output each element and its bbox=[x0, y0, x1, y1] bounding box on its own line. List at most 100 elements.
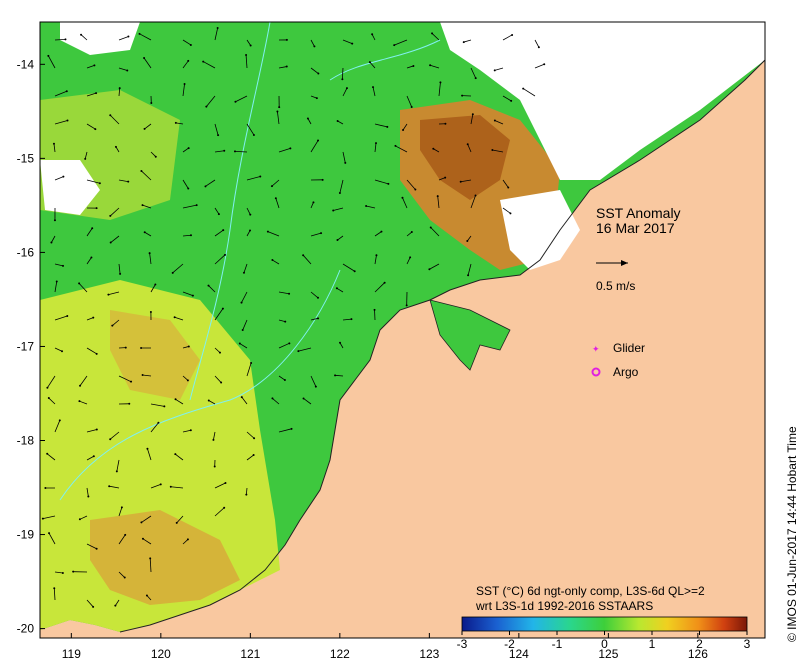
current-vector bbox=[54, 281, 58, 293]
current-vector-head bbox=[109, 114, 112, 117]
y-tick-label: -15 bbox=[17, 151, 35, 165]
current-vector bbox=[433, 148, 440, 153]
glider-icon: ✦ bbox=[592, 344, 600, 354]
current-vector bbox=[139, 33, 152, 41]
current-vector bbox=[144, 231, 152, 237]
current-vector-head bbox=[213, 465, 216, 468]
current-vector-head bbox=[207, 284, 210, 287]
current-vector-head bbox=[127, 35, 130, 38]
current-vector-head bbox=[429, 64, 432, 67]
current-vector-head bbox=[278, 106, 281, 109]
current-vector-head bbox=[189, 43, 192, 46]
current-vector-head bbox=[58, 419, 61, 422]
current-vector bbox=[47, 55, 56, 69]
current-vector bbox=[467, 263, 472, 276]
current-vector-head bbox=[217, 213, 220, 216]
current-vector-head bbox=[205, 105, 208, 108]
current-vector bbox=[467, 144, 472, 153]
current-vector bbox=[141, 515, 152, 523]
current-vector-head bbox=[64, 38, 67, 41]
current-vector bbox=[150, 151, 157, 157]
current-vector-head bbox=[91, 227, 94, 230]
current-vector bbox=[406, 231, 413, 237]
current-vector-head bbox=[124, 346, 127, 349]
current-vector-head bbox=[288, 292, 291, 295]
current-vector-head bbox=[338, 191, 341, 194]
x-tick-label: 123 bbox=[419, 647, 439, 661]
current-vector bbox=[310, 95, 317, 99]
colorbar: SST (°C) 6d ngt-only comp, L3S-6d QL>=2 … bbox=[457, 584, 751, 651]
current-vector bbox=[147, 448, 152, 461]
current-vector bbox=[47, 375, 56, 388]
plot-frame bbox=[39, 21, 766, 639]
current-vector-head bbox=[439, 81, 442, 84]
colorbar-tick-label: 2 bbox=[696, 637, 703, 651]
current-vector-head bbox=[95, 352, 98, 355]
current-vector-head bbox=[249, 229, 252, 232]
current-vector-head bbox=[289, 147, 292, 150]
map-date: 16 Mar 2017 bbox=[596, 220, 675, 236]
current-vector bbox=[79, 515, 88, 520]
current-vector-head bbox=[405, 304, 408, 307]
colorbar-caption-line1: SST (°C) 6d ngt-only comp, L3S-6d QL>=2 bbox=[476, 584, 705, 598]
current-vector bbox=[54, 120, 68, 125]
current-vector-head bbox=[314, 385, 317, 388]
current-vector-head bbox=[143, 127, 146, 130]
current-vector-head bbox=[169, 485, 172, 488]
current-vector-head bbox=[332, 209, 335, 212]
current-vector-head bbox=[345, 87, 348, 90]
current-vector bbox=[333, 207, 344, 211]
current-vector bbox=[86, 487, 89, 497]
current-vector-head bbox=[95, 207, 98, 210]
current-vector bbox=[438, 177, 446, 181]
current-vector-head bbox=[249, 213, 252, 216]
current-vector-head bbox=[371, 33, 374, 36]
current-vector-head bbox=[223, 506, 226, 509]
current-vector bbox=[246, 176, 261, 181]
colorbar-tick-label: -1 bbox=[552, 637, 563, 651]
current-vector-head bbox=[259, 175, 262, 178]
x-tick-label: 120 bbox=[151, 647, 171, 661]
current-vector bbox=[303, 398, 312, 405]
vector-scale-label: 0.5 m/s bbox=[596, 279, 635, 293]
current-vector-head bbox=[339, 341, 342, 344]
current-vector-head bbox=[141, 373, 144, 376]
current-vector-head bbox=[80, 33, 83, 36]
current-vector bbox=[272, 259, 280, 265]
current-vector bbox=[214, 375, 222, 383]
current-vector-head bbox=[92, 455, 95, 458]
current-vector-head bbox=[429, 226, 432, 229]
current-vector-head bbox=[115, 470, 118, 473]
current-vector-head bbox=[274, 197, 277, 200]
current-vector-head bbox=[461, 94, 464, 97]
current-vector-head bbox=[95, 92, 98, 95]
current-vector bbox=[54, 571, 63, 574]
current-vector bbox=[523, 88, 536, 97]
current-vector-head bbox=[436, 195, 439, 198]
current-vector-head bbox=[270, 185, 273, 188]
current-vector-head bbox=[61, 571, 64, 574]
current-vector bbox=[374, 143, 377, 153]
current-vector-head bbox=[491, 149, 494, 152]
current-vector-head bbox=[187, 345, 190, 348]
current-vector bbox=[246, 39, 251, 46]
current-vector-head bbox=[119, 272, 122, 275]
current-vector-head bbox=[48, 532, 51, 535]
current-vector bbox=[175, 453, 184, 461]
y-tick-label: -16 bbox=[17, 245, 35, 259]
current-vector-head bbox=[111, 324, 114, 327]
current-vector bbox=[342, 87, 348, 97]
current-vector bbox=[53, 143, 56, 153]
current-vector-head bbox=[233, 150, 236, 153]
current-vector-head bbox=[216, 27, 219, 30]
current-vector-head bbox=[94, 128, 97, 131]
current-vector bbox=[214, 254, 226, 265]
current-vector bbox=[142, 374, 152, 377]
current-vector-head bbox=[127, 180, 130, 183]
current-vector-head bbox=[245, 493, 248, 496]
current-vector-head bbox=[217, 134, 220, 137]
current-vector bbox=[310, 232, 322, 237]
current-vector bbox=[176, 515, 184, 524]
current-vector-head bbox=[186, 538, 189, 541]
current-vector bbox=[337, 235, 344, 241]
